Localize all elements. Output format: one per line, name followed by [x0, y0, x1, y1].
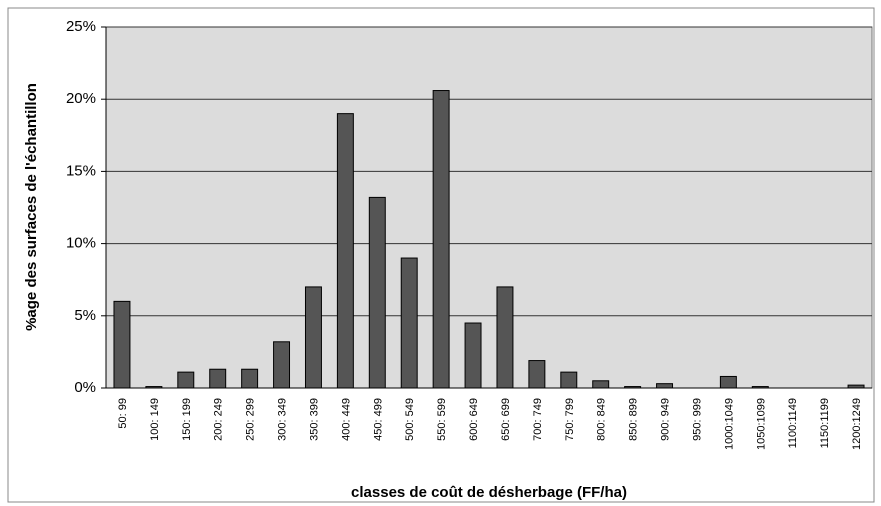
- bar: [241, 368, 259, 389]
- y-tick-label: 25%: [66, 18, 96, 35]
- x-tick-label: 250: 299: [245, 398, 257, 441]
- x-tick-label: 800: 849: [596, 398, 608, 441]
- x-tick-label: 1000:1049: [723, 398, 735, 450]
- y-tick-label: 5%: [74, 307, 96, 324]
- bar: [304, 286, 322, 389]
- y-axis-label: %age des surfaces de l'échantillon: [23, 83, 40, 331]
- x-tick-label: 1100:1149: [787, 398, 799, 448]
- x-tick-label: 950: 999: [691, 398, 703, 441]
- bar: [656, 383, 674, 389]
- x-tick-label: 1200:1249: [851, 398, 863, 450]
- y-tick-label: 15%: [66, 162, 96, 179]
- bar: [113, 300, 131, 389]
- bar: [177, 371, 195, 389]
- x-axis-label: classes de coût de désherbage (FF/ha): [351, 484, 627, 501]
- bar: [719, 375, 737, 389]
- x-tick-label: 550: 599: [436, 398, 448, 441]
- bar: [592, 380, 610, 389]
- x-tick-label: 450: 499: [372, 398, 384, 441]
- bar: [624, 386, 642, 389]
- x-tick-label: 750: 799: [564, 398, 576, 441]
- chart-frame: [7, 7, 875, 503]
- bar: [432, 90, 450, 389]
- x-tick-label: 600: 649: [468, 398, 480, 441]
- x-tick-label: 500: 549: [404, 398, 416, 441]
- y-tick-label: 20%: [66, 90, 96, 107]
- x-tick-label: 700: 749: [532, 398, 544, 441]
- bar: [145, 386, 163, 389]
- bar: [400, 257, 418, 389]
- bar: [336, 113, 354, 389]
- x-tick-label: 300: 349: [277, 398, 289, 441]
- x-tick-label: 150: 199: [181, 398, 193, 441]
- bar: [847, 384, 865, 389]
- bar: [273, 341, 291, 389]
- x-tick-label: 1150:1199: [819, 398, 831, 448]
- x-tick-label: 1050:1099: [755, 398, 767, 450]
- x-tick-label: 350: 399: [308, 398, 320, 441]
- x-tick-label: 650: 699: [500, 398, 512, 441]
- x-tick-label: 50: 99: [117, 398, 129, 429]
- x-tick-label: 100: 149: [149, 398, 161, 441]
- bar: [464, 322, 482, 389]
- y-tick-label: 0%: [74, 379, 96, 396]
- bar: [528, 360, 546, 389]
- y-tick-label: 10%: [66, 235, 96, 252]
- bar: [496, 286, 514, 389]
- bar: [209, 368, 227, 389]
- plot-area: [105, 26, 873, 389]
- x-tick-label: 200: 249: [213, 398, 225, 441]
- x-tick-label: 850: 899: [628, 398, 640, 441]
- x-tick-label: 400: 449: [340, 398, 352, 441]
- bar: [368, 196, 386, 389]
- x-tick-label: 900: 949: [660, 398, 672, 441]
- bar: [560, 371, 578, 389]
- bar: [751, 386, 769, 389]
